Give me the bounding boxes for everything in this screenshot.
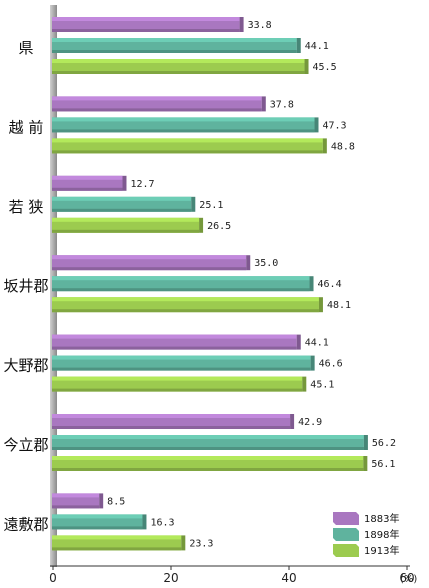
bar [52,138,327,154]
value-label: 56.1 [371,459,395,470]
category-label: 今立郡 [3,436,48,454]
value-label: 45.5 [313,62,337,73]
value-label: 25.1 [199,200,223,211]
value-label: 48.1 [327,300,351,311]
category-label: 遠敷郡 [3,515,48,533]
value-label: 42.9 [298,417,322,428]
x-tick-label: 0 [49,571,57,585]
bar [52,217,204,233]
bar [52,535,186,551]
legend-swatch [333,528,359,541]
legend-swatch [333,544,359,557]
value-label: 37.8 [270,99,294,110]
category-label: 坂井郡 [3,277,48,295]
value-label: 47.3 [323,120,347,131]
x-tick-label: 40 [281,571,296,585]
value-label: 33.8 [248,20,272,31]
category-label: 大野郡 [3,357,48,375]
bar [52,17,244,32]
bar [52,117,319,133]
legend-swatch [333,512,359,525]
value-label: 44.1 [305,338,329,349]
bar [52,96,266,112]
legend-label: 1898年 [364,528,399,541]
bar [52,196,196,212]
bar [52,334,301,350]
category-label: 若 狭 [9,198,44,216]
bar [52,255,251,271]
value-label: 46.6 [319,359,343,370]
bar [52,297,323,313]
legend-item: 1883年 [333,512,399,525]
value-label: 44.1 [305,41,329,52]
value-label: 12.7 [130,179,154,190]
bar [52,175,127,191]
bar [52,276,314,292]
category-label: 県 [18,39,33,57]
value-label: 56.2 [372,438,396,449]
bar [52,514,147,530]
bar [52,376,307,392]
value-label: 16.3 [150,517,174,528]
value-label: 45.1 [310,380,334,391]
bar [52,435,368,450]
bar [52,355,315,371]
legend-item: 1898年 [333,528,399,541]
legend-label: 1883年 [364,512,399,525]
x-unit-label: (%) [400,574,417,585]
value-label: 48.8 [331,141,355,152]
bar [52,414,295,429]
value-label: 26.5 [207,221,231,232]
x-tick-label: 60 [399,571,414,585]
legend-label: 1913年 [364,544,399,557]
value-label: 35.0 [254,258,278,269]
value-label: 8.5 [107,496,125,507]
bar [52,493,104,509]
bar [52,59,309,74]
legend-item: 1913年 [333,544,399,557]
value-label: 23.3 [189,538,213,549]
x-tick-label: 20 [163,571,178,585]
bar [52,38,301,53]
category-label: 越 前 [9,118,44,136]
bar [52,456,368,471]
value-label: 46.4 [318,279,342,290]
